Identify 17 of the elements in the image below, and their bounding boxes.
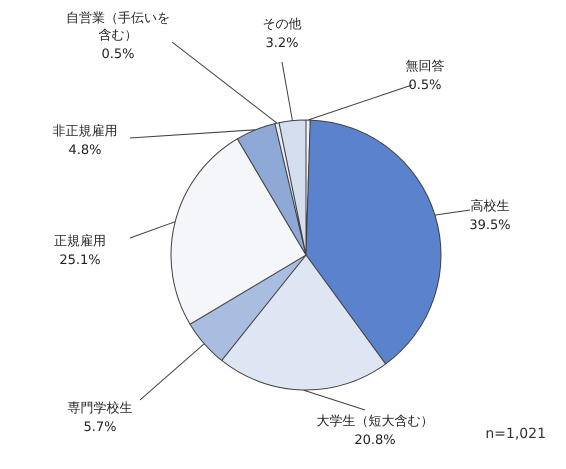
data-label: 39.5% [469,218,511,233]
slice-label: 正規雇用 [54,233,106,249]
slice-label: 大学生（短大含む） [316,414,434,429]
slice-label: 専門学校生 [68,401,132,416]
data-label: 3.2% [265,36,299,51]
slice-label: その他 [262,17,302,32]
slice-label: 自営業（手伝いを含む） [66,11,170,43]
data-label: 0.5% [408,78,442,93]
data-label: 25.1% [59,253,101,268]
text: n=1,021 [485,426,546,442]
data-label: 20.8% [354,433,396,448]
slice-label: 無回答 [406,59,444,74]
data-label: 4.8% [68,143,102,158]
data-label: 5.7% [83,420,117,435]
slice-label: 非正規雇用 [52,123,118,139]
slice-label: 高校生 [470,198,510,214]
data-label: 0.5% [101,47,135,62]
